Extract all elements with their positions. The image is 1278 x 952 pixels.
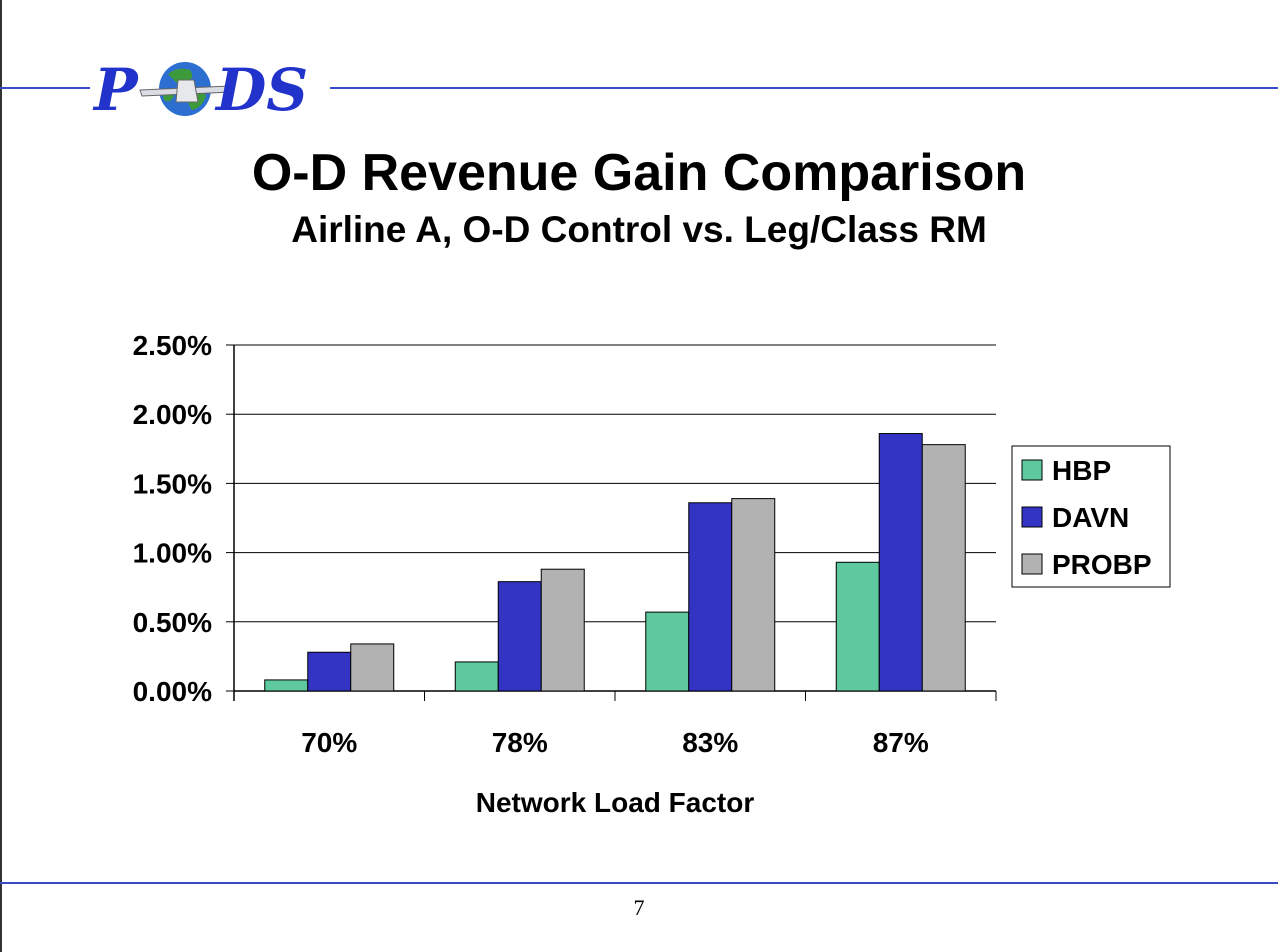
svg-text:DS: DS	[214, 56, 308, 124]
bar-davn	[497, 581, 542, 692]
y-tick-label: 0.00%	[133, 676, 212, 707]
legend-label-davn: DAVN	[1052, 502, 1129, 533]
page-number: 7	[633, 895, 645, 920]
top-rule	[0, 87, 1278, 89]
pods-logo-graphic: P DS	[92, 56, 308, 124]
legend-swatch-hbp	[1021, 459, 1043, 481]
y-tick-label: 2.00%	[133, 399, 212, 430]
bar-davn	[688, 502, 733, 692]
x-tick-label: 78%	[492, 727, 548, 758]
legend-label-hbp: HBP	[1052, 455, 1111, 486]
slide-left-border	[0, 0, 2, 952]
bar-hbp	[645, 611, 690, 692]
bar-chart: 0.00% 0.50% 1.00% 1.50% 2.00% 2.50% 70% 78% 83% 8…	[133, 330, 1171, 818]
bar-probp	[731, 498, 776, 692]
x-tick-label: 83%	[682, 727, 738, 758]
bar-davn	[307, 651, 352, 692]
bar-probp	[921, 444, 966, 692]
slide-subtitle: Airline A, O-D Control vs. Leg/Class RM	[291, 209, 987, 250]
y-tick-label: 1.50%	[133, 468, 212, 499]
bar-hbp	[264, 679, 309, 692]
bar-probp	[540, 568, 585, 692]
x-axis-label: Network Load Factor	[476, 787, 755, 818]
legend-swatch-probp	[1021, 553, 1043, 575]
x-tick-label: 70%	[301, 727, 357, 758]
y-tick-label: 1.00%	[133, 538, 212, 569]
y-tick-label: 2.50%	[133, 330, 212, 361]
bar-hbp	[835, 561, 880, 692]
svg-text:P: P	[92, 56, 139, 124]
bar-davn	[878, 433, 923, 692]
legend-label-probp: PROBP	[1052, 549, 1152, 580]
x-tick-label: 87%	[873, 727, 929, 758]
pods-logo: P DS	[90, 52, 330, 124]
legend-swatch-davn	[1021, 506, 1043, 528]
slide-title: O-D Revenue Gain Comparison	[251, 144, 1027, 202]
y-tick-label: 0.50%	[133, 607, 212, 638]
bar-probp	[350, 643, 395, 692]
bottom-rule	[0, 882, 1278, 884]
bar-hbp	[454, 661, 499, 692]
